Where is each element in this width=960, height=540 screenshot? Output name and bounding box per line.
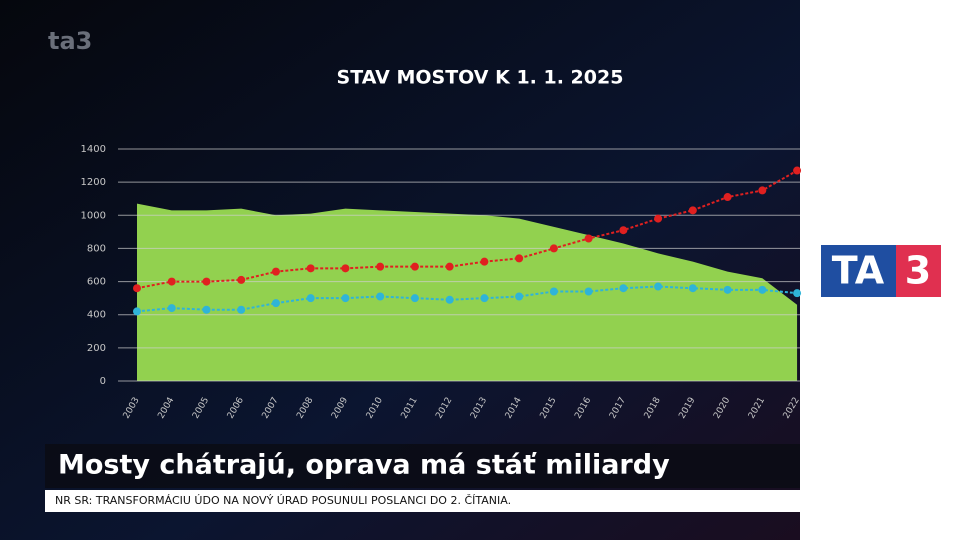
logo-red [896, 245, 941, 297]
point [584, 234, 593, 243]
line [136, 285, 798, 313]
point [133, 307, 141, 316]
y-tick-label: 1000 [81, 210, 106, 221]
point [480, 294, 489, 303]
y-tick-label: 0 [100, 376, 106, 387]
point [723, 285, 732, 294]
point [549, 244, 558, 253]
point [271, 299, 280, 308]
y-tick-label: 1400 [81, 144, 106, 155]
ticker-bar [45, 490, 800, 512]
point [445, 262, 454, 271]
y-tick-label: 400 [87, 310, 106, 321]
watermark: ta3 [48, 27, 92, 55]
point [619, 284, 628, 293]
logo-text: 3 [905, 249, 931, 293]
point [758, 186, 767, 195]
point [237, 305, 246, 314]
point [410, 294, 419, 303]
point [237, 275, 246, 284]
point [167, 277, 176, 286]
point [480, 257, 489, 266]
headline: Mosty chátrajú, oprava má stáť miliardy [58, 450, 670, 481]
point [167, 304, 176, 313]
point [654, 214, 663, 223]
y-tick-label: 600 [87, 277, 106, 288]
y-tick-label: 800 [87, 243, 106, 254]
point [306, 294, 315, 303]
point [584, 287, 593, 296]
point [410, 262, 419, 271]
point [515, 254, 524, 263]
point [688, 206, 697, 215]
point [758, 285, 767, 294]
y-tick-label: 200 [87, 343, 106, 354]
logo-text: TA [832, 249, 885, 293]
point [202, 305, 211, 314]
point [445, 295, 454, 304]
point [202, 277, 211, 286]
point [654, 282, 663, 291]
point [376, 292, 385, 301]
point [549, 287, 558, 296]
point [306, 264, 315, 273]
y-tick-label: 1200 [81, 177, 106, 188]
point [133, 284, 141, 293]
line [136, 169, 798, 290]
point [793, 289, 802, 298]
point [515, 292, 524, 301]
chart-title: STAV MOSTOV K 1. 1. 2025 [337, 67, 624, 89]
point [619, 226, 628, 235]
point [341, 264, 350, 273]
point [341, 294, 350, 303]
point [271, 267, 280, 276]
headline-bar [45, 444, 800, 488]
point [688, 284, 697, 293]
point [723, 193, 732, 202]
ticker: NR SR: TRANSFORMÁCIU ÚDO NA NOVÝ ÚRAD PO… [55, 494, 511, 507]
point [793, 166, 802, 175]
point [376, 262, 385, 271]
